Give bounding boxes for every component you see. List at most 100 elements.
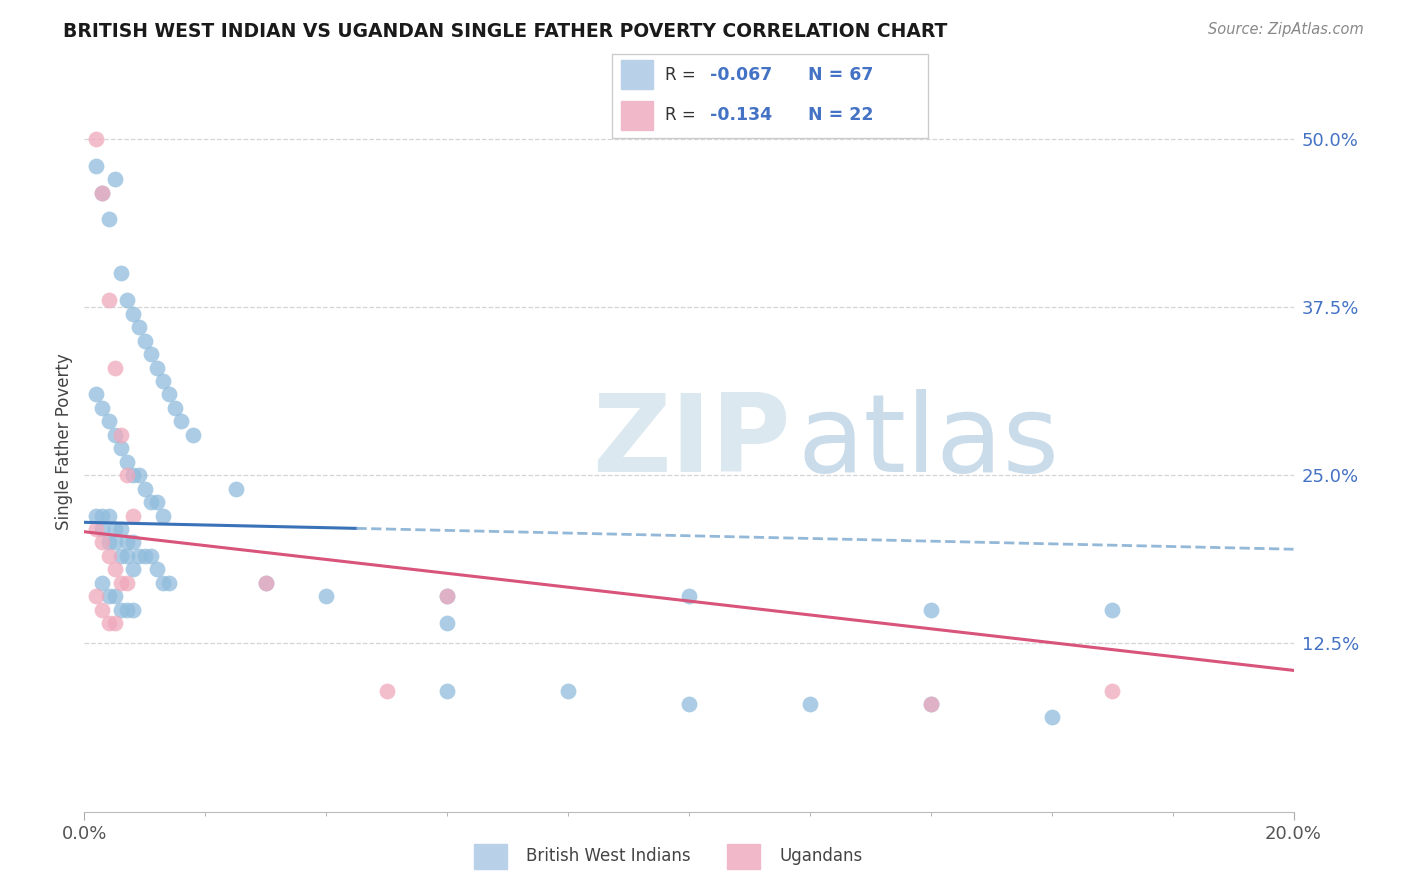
Point	[128, 468, 150, 483]
Point	[157, 575, 180, 590]
Point	[121, 603, 143, 617]
Point	[97, 212, 120, 227]
Point	[152, 374, 174, 388]
Point	[1101, 603, 1123, 617]
Point	[436, 590, 458, 604]
Point	[110, 603, 132, 617]
Point	[128, 320, 150, 334]
Point	[375, 683, 398, 698]
Point	[436, 683, 458, 698]
Point	[110, 442, 132, 456]
Point	[121, 562, 143, 576]
Text: atlas: atlas	[797, 389, 1060, 494]
Point	[115, 455, 138, 469]
Point	[97, 590, 120, 604]
Point	[121, 508, 143, 523]
Point	[157, 387, 180, 401]
Point	[799, 697, 821, 711]
Point	[139, 495, 162, 509]
Text: Ugandans: Ugandans	[779, 847, 863, 865]
Point	[86, 590, 108, 604]
Text: R =: R =	[665, 66, 696, 84]
Point	[91, 186, 114, 200]
Point	[170, 414, 193, 428]
Point	[97, 293, 120, 308]
Point	[86, 159, 108, 173]
Point	[110, 549, 132, 563]
Point	[86, 387, 108, 401]
Point	[678, 697, 700, 711]
Point	[104, 616, 127, 631]
Point	[110, 427, 132, 442]
Point	[110, 575, 132, 590]
Point	[104, 172, 127, 186]
Point	[1040, 710, 1063, 724]
Point	[97, 508, 120, 523]
Point	[86, 508, 108, 523]
FancyBboxPatch shape	[612, 54, 928, 138]
Point	[920, 697, 942, 711]
FancyBboxPatch shape	[727, 844, 761, 869]
Point	[115, 603, 138, 617]
Point	[146, 360, 169, 375]
Point	[115, 549, 138, 563]
Point	[91, 575, 114, 590]
Point	[134, 549, 156, 563]
Point	[104, 535, 127, 549]
Point	[165, 401, 187, 415]
Point	[115, 535, 138, 549]
Point	[920, 603, 942, 617]
Point	[115, 293, 138, 308]
Point	[436, 616, 458, 631]
FancyBboxPatch shape	[621, 101, 652, 130]
FancyBboxPatch shape	[474, 844, 508, 869]
Point	[91, 603, 114, 617]
FancyBboxPatch shape	[621, 61, 652, 89]
Text: -0.134: -0.134	[710, 106, 772, 124]
Text: British West Indians: British West Indians	[526, 847, 690, 865]
Text: ZIP: ZIP	[592, 389, 790, 494]
Point	[146, 562, 169, 576]
Point	[128, 549, 150, 563]
Point	[115, 575, 138, 590]
Y-axis label: Single Father Poverty: Single Father Poverty	[55, 353, 73, 530]
Point	[139, 549, 162, 563]
Point	[86, 522, 108, 536]
Point	[104, 562, 127, 576]
Point	[121, 468, 143, 483]
Point	[121, 307, 143, 321]
Point	[678, 590, 700, 604]
Point	[104, 522, 127, 536]
Text: N = 22: N = 22	[808, 106, 873, 124]
Point	[97, 414, 120, 428]
Point	[97, 616, 120, 631]
Point	[152, 575, 174, 590]
Point	[121, 535, 143, 549]
Point	[91, 508, 114, 523]
Point	[91, 401, 114, 415]
Point	[104, 427, 127, 442]
Point	[110, 266, 132, 280]
Point	[920, 697, 942, 711]
Point	[97, 535, 120, 549]
Text: N = 67: N = 67	[808, 66, 873, 84]
Point	[146, 495, 169, 509]
Point	[254, 575, 277, 590]
Point	[225, 482, 247, 496]
Point	[181, 427, 204, 442]
Point	[436, 590, 458, 604]
Point	[104, 360, 127, 375]
Point	[557, 683, 579, 698]
Point	[139, 347, 162, 361]
Point	[254, 575, 277, 590]
Text: R =: R =	[665, 106, 696, 124]
Point	[134, 334, 156, 348]
Point	[1101, 683, 1123, 698]
Point	[91, 522, 114, 536]
Text: -0.067: -0.067	[710, 66, 772, 84]
Point	[152, 508, 174, 523]
Point	[97, 549, 120, 563]
Point	[134, 482, 156, 496]
Text: Source: ZipAtlas.com: Source: ZipAtlas.com	[1208, 22, 1364, 37]
Point	[91, 186, 114, 200]
